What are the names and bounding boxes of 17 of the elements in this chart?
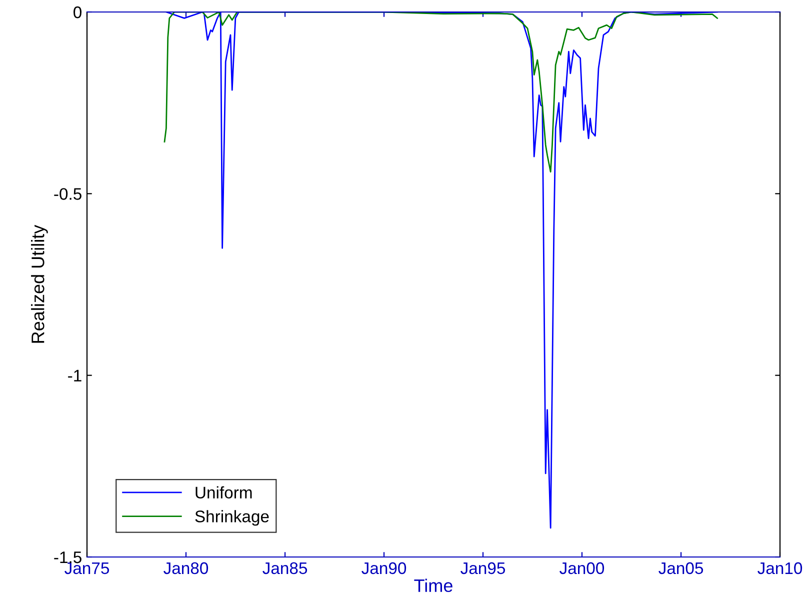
x-tick-label: Jan05 [658, 562, 704, 574]
y-tick-label: -0.5 [54, 188, 82, 200]
line-series [166, 12, 718, 529]
x-tick-label: Jan00 [560, 562, 604, 574]
x-tick-label: Jan10 [758, 562, 802, 574]
y-axis-title: Realized Utility [31, 224, 48, 343]
y-tick-label: 0 [74, 6, 82, 18]
x-tick-label: Jan85 [262, 562, 308, 574]
x-tick-label: Jan75 [64, 562, 110, 574]
x-tick-label: Jan95 [460, 562, 505, 574]
y-tick-label: -1 [68, 370, 82, 382]
y-tick-label: -1.5 [54, 552, 82, 564]
x-axis-title: Time [414, 578, 452, 592]
x-tick-label: Jan90 [362, 562, 406, 574]
legend-label: Uniform [196, 486, 252, 498]
legend-label: Shrinkage [195, 510, 269, 526]
x-tick-label: Jan80 [164, 562, 208, 574]
